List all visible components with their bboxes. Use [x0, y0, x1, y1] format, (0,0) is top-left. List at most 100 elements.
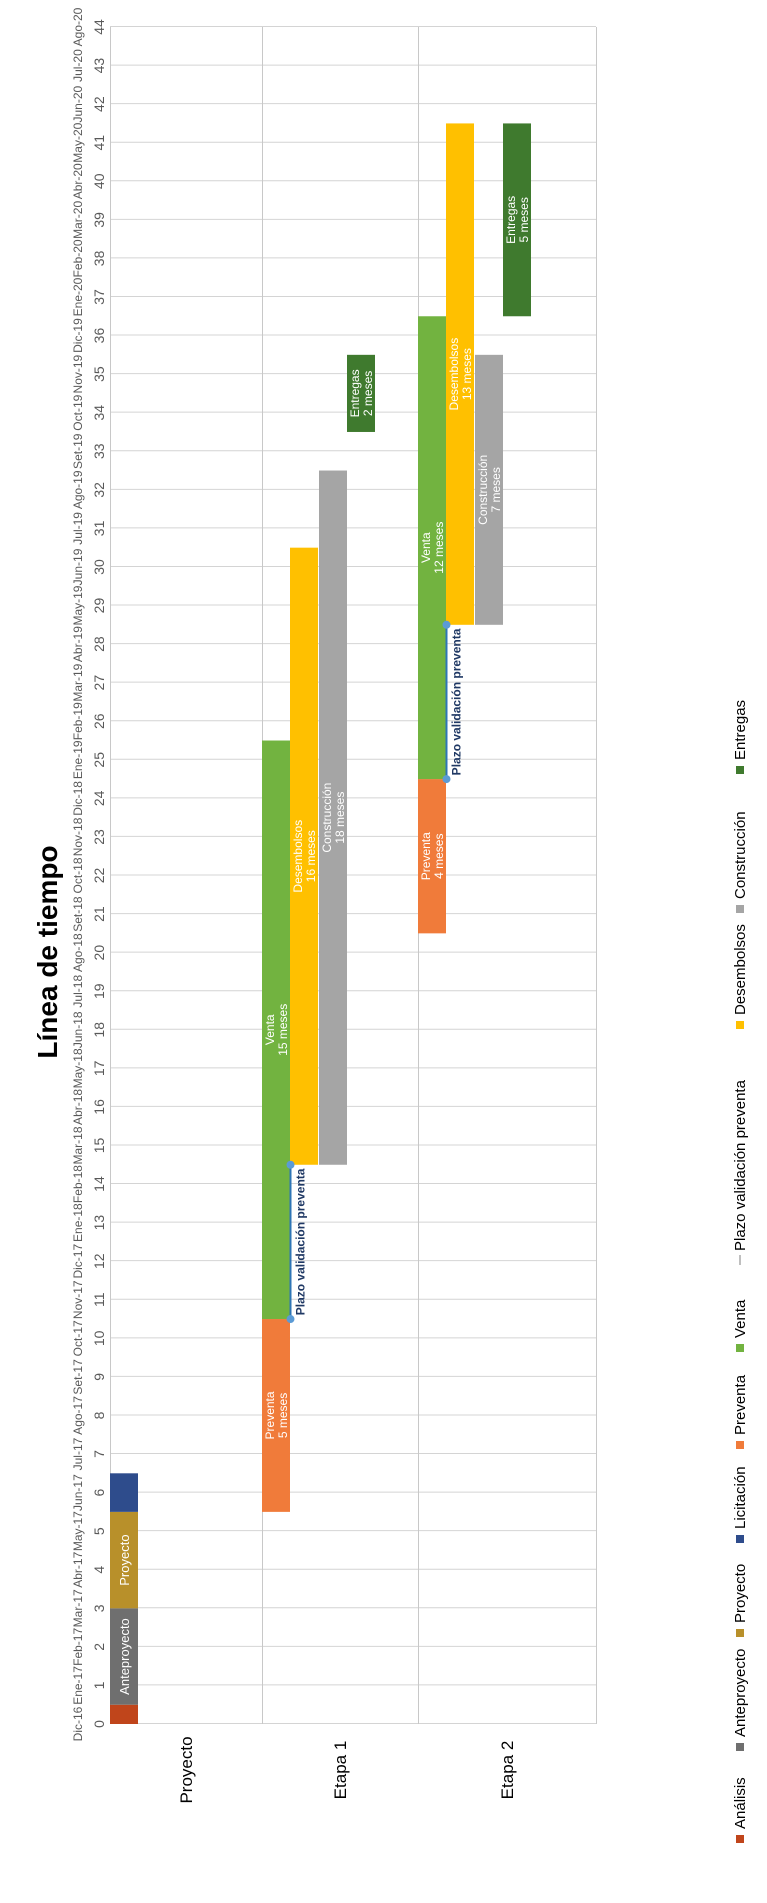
legend-label: Desembolsos [732, 924, 749, 1015]
x-tick-number: 24 [91, 790, 107, 806]
x-tick-date: Abr-18 [71, 1089, 85, 1125]
x-tick-number: 28 [91, 636, 107, 652]
x-tick-date: Jul-17 [71, 1437, 85, 1470]
x-tick-number: 33 [91, 443, 107, 459]
bar-preventa [262, 1319, 290, 1512]
x-tick-number: 18 [91, 1022, 107, 1038]
bar-label: Proyecto [117, 1534, 132, 1585]
x-tick-number: 42 [91, 96, 107, 112]
x-tick-number: 26 [91, 713, 107, 729]
bars-layer: Anteproyecto Proyecto Preventa 5 meses Venta… [110, 123, 531, 1724]
x-tick-date: Mar-20 [71, 201, 85, 239]
bar-label: 16 meses [304, 830, 318, 882]
bar-desembolsos [290, 547, 318, 1165]
x-tick-date: Mar-18 [71, 1126, 85, 1164]
x-tick-date: Abr-20 [71, 163, 85, 199]
x-tick-number: 3 [91, 1604, 107, 1612]
bar-construccin [319, 470, 347, 1165]
x-tick-date: Mar-19 [71, 663, 85, 701]
bar-licitacin [110, 1473, 138, 1512]
x-tick-number: 14 [91, 1176, 107, 1192]
category-label: Proyecto [177, 1736, 196, 1803]
x-tick-date: Ago-17 [71, 1396, 85, 1435]
bar-label: 7 meses [489, 467, 503, 512]
category-label: Etapa 2 [498, 1741, 517, 1800]
legend-swatch [736, 1743, 744, 1751]
x-tick-number: 19 [91, 983, 107, 999]
bar-label: 15 meses [276, 1004, 290, 1056]
x-tick-date: Jun-19 [71, 548, 85, 585]
validation-label: Plazo validación preventa [450, 628, 464, 775]
x-tick-number: 35 [91, 366, 107, 382]
x-tick-date: Ago-19 [71, 470, 85, 509]
x-tick-number: 0 [91, 1720, 107, 1728]
validation-marker [442, 775, 451, 784]
x-tick-number: 5 [91, 1527, 107, 1535]
x-tick-number: 4 [91, 1566, 107, 1574]
bar-desembolsos [446, 123, 474, 625]
legend-label: Venta [732, 1299, 749, 1338]
x-tick-number: 44 [91, 19, 107, 35]
x-tick-number: 17 [91, 1060, 107, 1076]
legend-swatch [736, 1021, 744, 1029]
x-tick-date: Oct-17 [71, 1320, 85, 1356]
x-tick-date: Set-18 [71, 896, 85, 932]
legend-swatch [736, 1629, 744, 1637]
x-tick-number: 20 [91, 945, 107, 961]
x-tick-number: 36 [91, 328, 107, 344]
legend-label: Licitación [732, 1466, 749, 1529]
x-tick-number: 29 [91, 598, 107, 614]
x-tick-number: 37 [91, 289, 107, 305]
legend-label: Anteproyecto [732, 1649, 749, 1737]
category-axis: Proyecto Etapa 1 Etapa 2 [177, 1736, 517, 1803]
x-tick-date: Ene-19 [71, 740, 85, 779]
x-tick-date: Set-19 [71, 433, 85, 469]
x-tick-date: Mar-17 [71, 1589, 85, 1627]
x-tick-date: Abr-17 [71, 1551, 85, 1587]
x-tick-number: 7 [91, 1450, 107, 1458]
legend: Análisis Anteproyecto Proyecto Licitación Pr… [732, 700, 749, 1843]
x-axis-ticks: 0 Dic-16 1 Ene-17 2 Feb-17 3 Mar-17 4 Abr-17 5 May-… [71, 7, 107, 1741]
x-tick-date: Oct-18 [71, 857, 85, 893]
x-tick-number: 30 [91, 559, 107, 575]
x-tick-date: Jul-18 [71, 975, 85, 1008]
x-tick-number: 41 [91, 135, 107, 151]
bar-label: Anteproyecto [117, 1618, 132, 1695]
bar-label: Venta [419, 532, 433, 563]
bar-preventa [418, 779, 446, 934]
x-tick-number: 23 [91, 829, 107, 845]
x-tick-date: Set-17 [71, 1359, 85, 1395]
x-tick-number: 10 [91, 1330, 107, 1346]
legend-swatch [736, 905, 744, 913]
x-tick-number: 6 [91, 1488, 107, 1496]
x-tick-number: 39 [91, 212, 107, 228]
bar-anteproyecto [110, 1608, 138, 1705]
legend-label: Entregas [732, 700, 749, 760]
bar-venta [418, 316, 446, 780]
bar-label: Preventa [419, 832, 433, 880]
bar-label: 2 meses [361, 371, 375, 416]
legend-label: Preventa [732, 1374, 749, 1435]
x-tick-date: Ago-18 [71, 933, 85, 972]
bar-label: Construcción [320, 783, 334, 853]
x-tick-date: Ene-20 [71, 277, 85, 316]
legend-label: Plazo validación preventa [732, 1079, 749, 1251]
x-tick-date: Nov-18 [71, 817, 85, 856]
bar-label: 12 meses [432, 522, 446, 574]
x-tick-number: 9 [91, 1373, 107, 1381]
x-tick-number: 15 [91, 1137, 107, 1153]
bar-label: 5 meses [276, 1393, 290, 1438]
x-tick-date: Abr-19 [71, 626, 85, 662]
bar-entregas [503, 123, 531, 317]
legend-label: Análisis [732, 1777, 749, 1829]
x-tick-date: Nov-19 [71, 354, 85, 393]
bar-venta [262, 740, 290, 1320]
bar-label: Venta [263, 1014, 277, 1045]
x-tick-number: 2 [91, 1643, 107, 1651]
bar-label: Entregas [504, 196, 518, 244]
x-tick-date: May-18 [71, 1048, 85, 1088]
bar-label: 5 meses [517, 197, 531, 242]
x-tick-date: Feb-17 [71, 1628, 85, 1666]
bar-label: 4 meses [432, 834, 446, 879]
